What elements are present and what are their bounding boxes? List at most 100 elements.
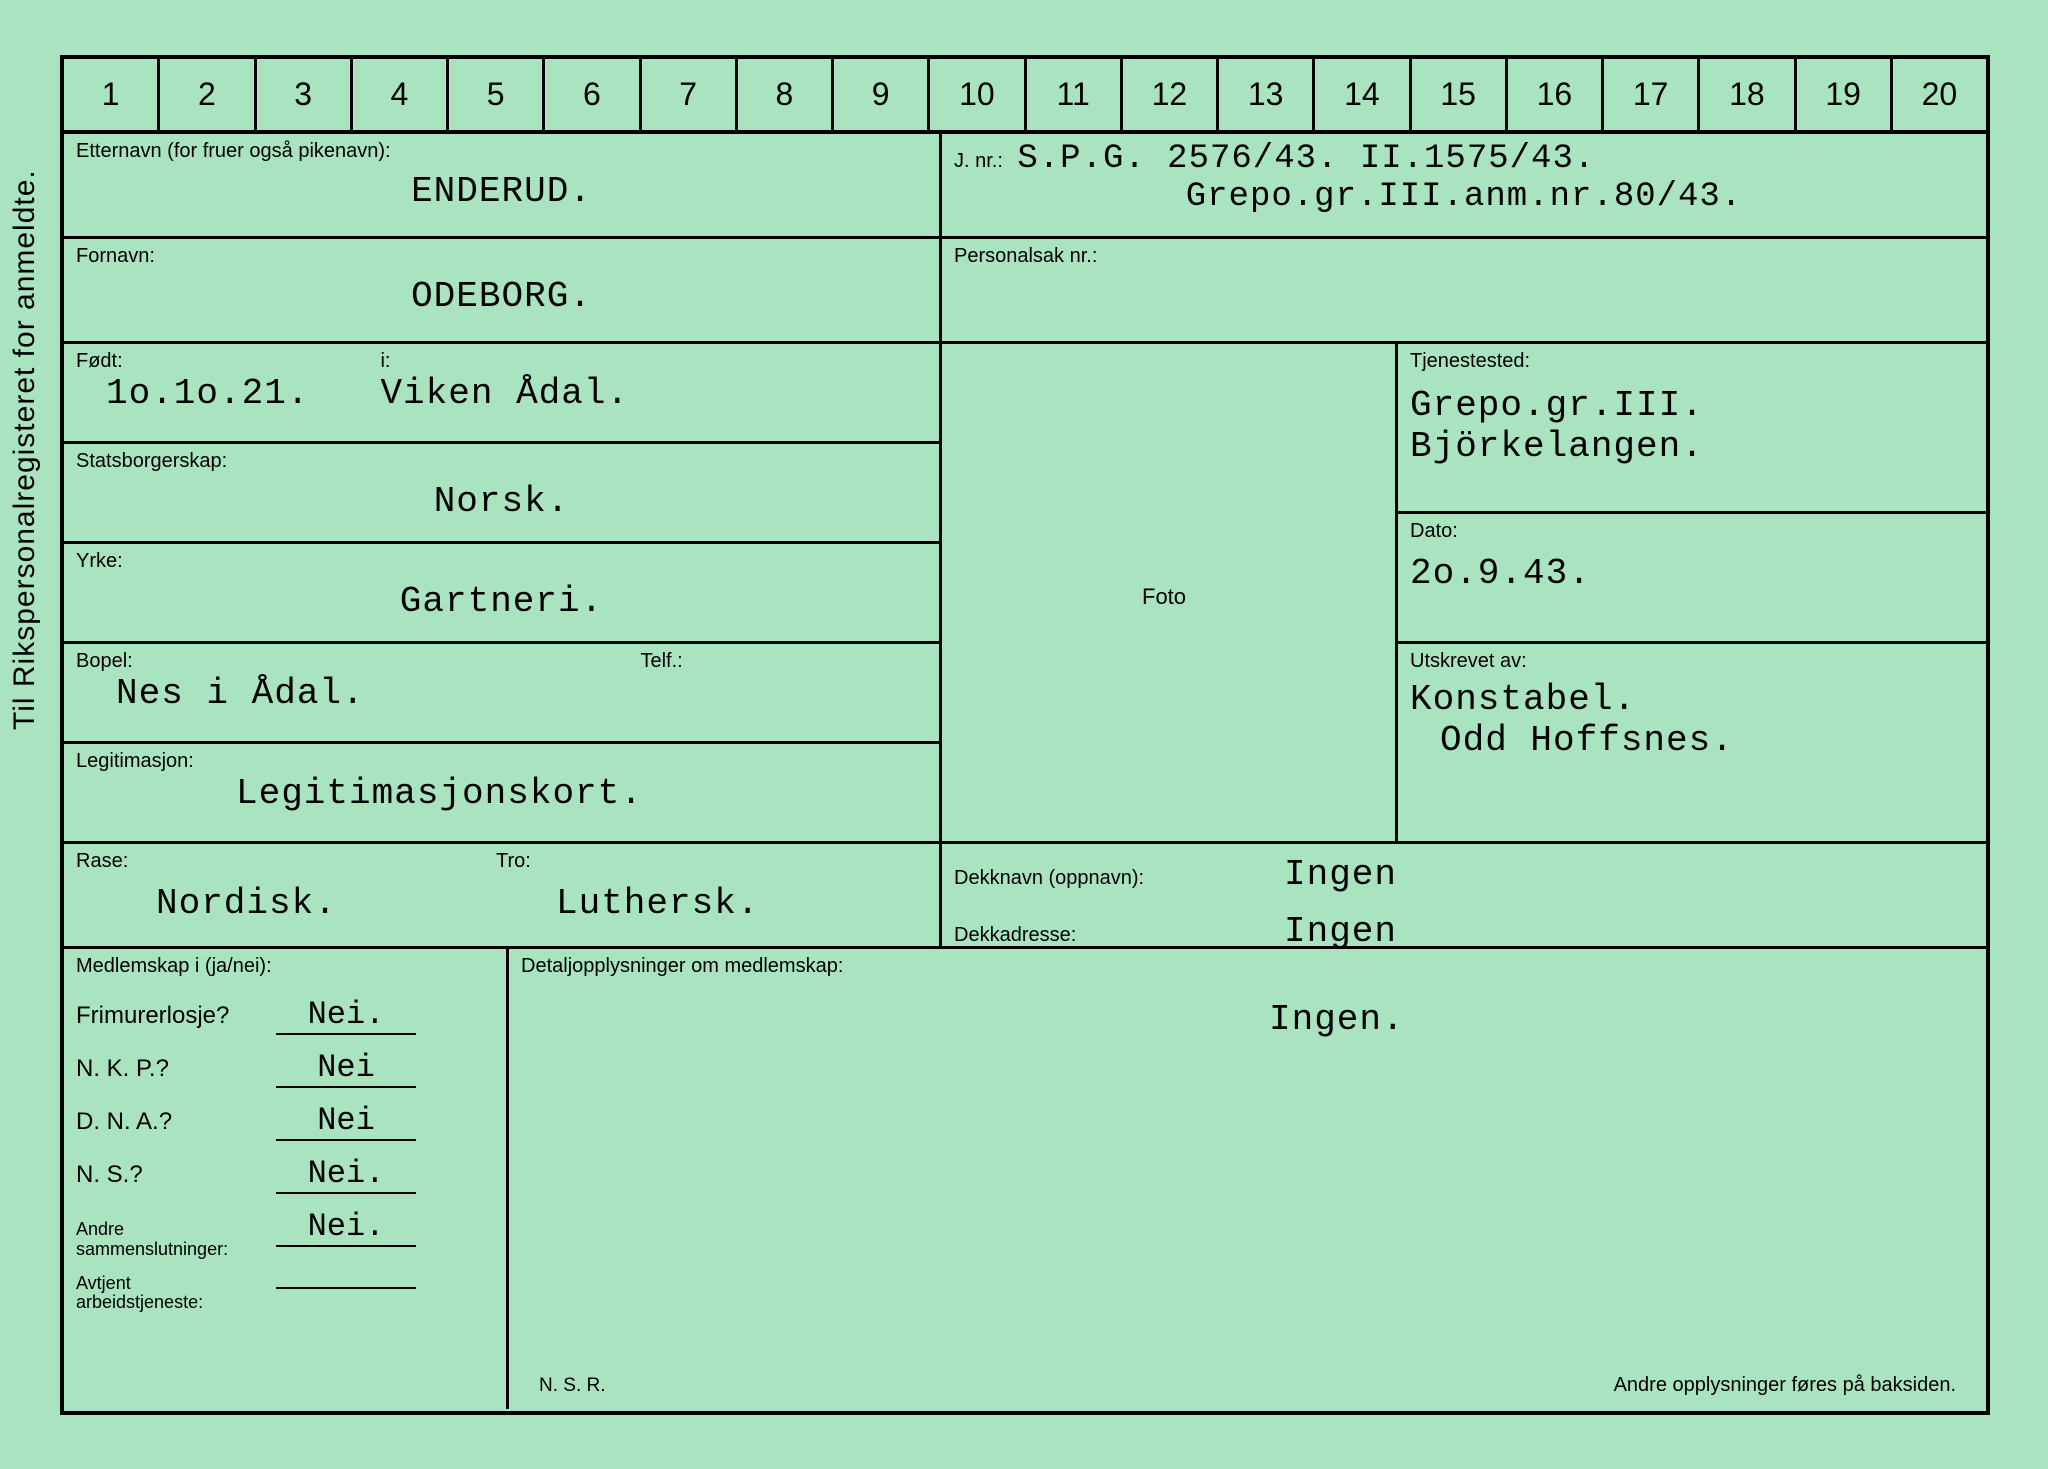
membership-row: Frimurerlosje? Nei. <box>76 996 494 1035</box>
ruler-cell: 6 <box>545 59 641 130</box>
legitimasjon-label: Legitimasjon: <box>76 750 927 773</box>
tjenestested-label: Tjenestested: <box>1410 350 1974 373</box>
fodt-i-label: i: <box>380 350 390 372</box>
dekkadresse-label: Dekkadresse: <box>954 924 1284 947</box>
utskrevet-cell: Utskrevet av: Konstabel. Odd Hoffsnes. <box>1398 644 1986 844</box>
dato-value: 2o.9.43. <box>1410 553 1974 594</box>
membership-row: N. K. P.? Nei <box>76 1049 494 1088</box>
statsborgerskap-value: Norsk. <box>76 481 927 522</box>
membership-row: N. S.? Nei. <box>76 1155 494 1194</box>
membership-label: Frimurerlosje? <box>76 1002 276 1030</box>
foto-label: Foto <box>1142 584 1186 610</box>
ruler-cell: 4 <box>353 59 449 130</box>
tro-label: Tro: <box>496 850 927 873</box>
statsborgerskap-label: Statsborgerskap: <box>76 450 927 473</box>
avtjent-label: Avtjent arbeidstjeneste: <box>76 1274 276 1314</box>
ruler-cell: 17 <box>1604 59 1700 130</box>
avtjent-value <box>276 1287 416 1289</box>
detaljopp-label: Detaljopplysninger om medlemskap: <box>521 955 1974 978</box>
etternavn-value: ENDERUD. <box>76 171 927 212</box>
footer-note: Andre opplysninger føres på baksiden. <box>1614 1374 1956 1397</box>
membership-row-avtjent: Avtjent arbeidstjeneste: <box>76 1274 494 1314</box>
rase-label: Rase: <box>76 850 472 873</box>
fornavn-cell: Fornavn: ODEBORG. <box>64 239 942 344</box>
membership-value: Nei. <box>276 996 416 1035</box>
tjenestested-value1: Grepo.gr.III. <box>1410 385 1974 426</box>
ruler-cell: 11 <box>1027 59 1123 130</box>
ruler-cell: 2 <box>160 59 256 130</box>
jnr-value1: S.P.G. 2576/43. II.1575/43. <box>1017 140 1595 178</box>
andre-value: Nei. <box>276 1208 416 1247</box>
ruler-cell: 20 <box>1893 59 1986 130</box>
membership-row-andre: Andre sammenslutninger: Nei. <box>76 1208 494 1260</box>
andre-label: Andre sammenslutninger: <box>76 1220 276 1260</box>
tro-value: Luthersk. <box>496 883 927 924</box>
fodt-cell: Født: i: 1o.1o.21. Viken Ådal. <box>64 344 942 444</box>
membership-value: Nei. <box>276 1155 416 1194</box>
yrke-cell: Yrke: Gartneri. <box>64 544 942 644</box>
jnr-cell: J. nr.: S.P.G. 2576/43. II.1575/43. Grep… <box>942 134 1986 239</box>
fodt-value: 1o.1o.21. <box>76 373 376 414</box>
ruler-cell: 14 <box>1315 59 1411 130</box>
ruler-cell: 1 <box>64 59 160 130</box>
tjenestested-cell: Tjenestested: Grepo.gr.III. Björkelangen… <box>1398 344 1986 514</box>
ruler-cell: 7 <box>642 59 738 130</box>
dekknavn-value: Ingen <box>1284 854 1397 895</box>
dato-label: Dato: <box>1410 520 1974 543</box>
utskrevet-value2: Odd Hoffsnes. <box>1410 720 1974 761</box>
fornavn-value: ODEBORG. <box>76 276 927 317</box>
bopel-label: Bopel: <box>76 650 636 673</box>
tro-cell: Tro: Luthersk. <box>484 844 942 949</box>
utskrevet-label: Utskrevet av: <box>1410 650 1974 673</box>
legitimasjon-cell: Legitimasjon: Legitimasjonskort. <box>64 744 942 844</box>
bopel-value: Nes i Ådal. <box>76 673 927 714</box>
telf-label: Telf.: <box>640 650 682 672</box>
dato-cell: Dato: 2o.9.43. <box>1398 514 1986 644</box>
yrke-value: Gartneri. <box>76 581 927 622</box>
fornavn-label: Fornavn: <box>76 245 927 268</box>
form-body: Etternavn (for fruer også pikenavn): END… <box>64 134 1986 1411</box>
detaljopp-cell: Detaljopplysninger om medlemskap: Ingen.… <box>509 949 1986 1409</box>
membership-row: D. N. A.? Nei <box>76 1102 494 1141</box>
medlemskap-cell: Medlemskap i (ja/nei): Frimurerlosje? Ne… <box>64 949 509 1409</box>
nsr-note: N. S. R. <box>539 1375 606 1397</box>
membership-label: N. K. P.? <box>76 1055 276 1083</box>
ruler-cell: 15 <box>1412 59 1508 130</box>
vertical-title: Til Rikspersonalregisteret for anmeldte. <box>8 169 42 730</box>
tjenestested-value2: Björkelangen. <box>1410 426 1974 467</box>
bopel-cell: Bopel: Telf.: Nes i Ådal. <box>64 644 942 744</box>
etternavn-cell: Etternavn (for fruer også pikenavn): END… <box>64 134 942 239</box>
form-card: 1 2 3 4 5 6 7 8 9 10 11 12 13 14 15 16 1… <box>60 55 1990 1415</box>
personalsak-cell: Personalsak nr.: <box>942 239 1986 344</box>
medlemskap-header: Medlemskap i (ja/nei): <box>76 955 494 978</box>
membership-value: Nei <box>276 1049 416 1088</box>
dekknavn-label: Dekknavn (oppnavn): <box>954 867 1284 890</box>
utskrevet-value1: Konstabel. <box>1410 679 1974 720</box>
dekkadresse-value: Ingen <box>1284 911 1397 952</box>
etternavn-label: Etternavn (for fruer også pikenavn): <box>76 140 927 163</box>
ruler-cell: 13 <box>1219 59 1315 130</box>
dekk-cell: Dekknavn (oppnavn): Ingen Dekkadresse: I… <box>942 844 1986 949</box>
rase-cell: Rase: Nordisk. <box>64 844 484 949</box>
fodt-i-value: Viken Ådal. <box>380 373 629 414</box>
foto-cell: Foto <box>942 344 1398 844</box>
ruler-cell: 5 <box>449 59 545 130</box>
fodt-label: Født: <box>76 350 376 373</box>
ruler-cell: 3 <box>257 59 353 130</box>
ruler-cell: 9 <box>834 59 930 130</box>
ruler-row: 1 2 3 4 5 6 7 8 9 10 11 12 13 14 15 16 1… <box>64 59 1986 134</box>
yrke-label: Yrke: <box>76 550 927 573</box>
ruler-cell: 16 <box>1508 59 1604 130</box>
legitimasjon-value: Legitimasjonskort. <box>76 773 927 814</box>
ruler-cell: 18 <box>1700 59 1796 130</box>
ruler-cell: 8 <box>738 59 834 130</box>
personalsak-label: Personalsak nr.: <box>954 245 1974 268</box>
ruler-cell: 19 <box>1797 59 1893 130</box>
membership-label: N. S.? <box>76 1161 276 1189</box>
membership-value: Nei <box>276 1102 416 1141</box>
jnr-label: J. nr.: <box>954 150 1003 172</box>
membership-label: D. N. A.? <box>76 1108 276 1136</box>
ruler-cell: 12 <box>1123 59 1219 130</box>
statsborgerskap-cell: Statsborgerskap: Norsk. <box>64 444 942 544</box>
ruler-cell: 10 <box>930 59 1026 130</box>
